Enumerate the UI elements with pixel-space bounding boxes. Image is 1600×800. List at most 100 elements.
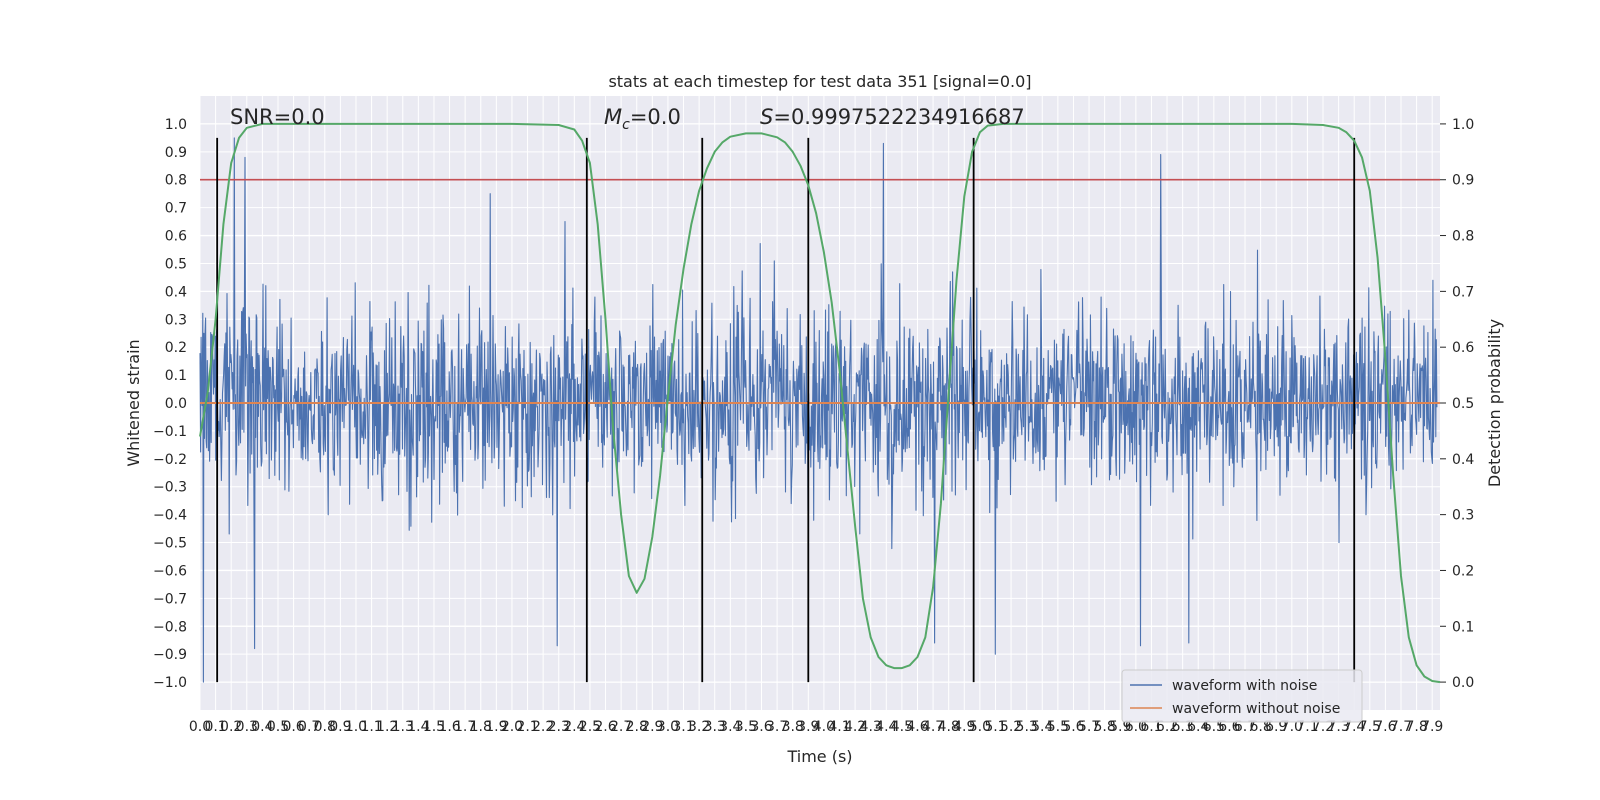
x-tick-label: 1.9	[485, 719, 507, 735]
x-tick-label: 7.1	[1296, 719, 1318, 735]
y-tick-label: −0.3	[153, 480, 187, 496]
y-tick-label: 0.1	[165, 368, 187, 384]
x-tick-label: 5.6	[1062, 719, 1084, 735]
x-tick-label: 2.3	[548, 719, 570, 735]
y2-tick-label: 0.4	[1452, 452, 1474, 468]
axes: 0.00.10.20.30.40.50.60.70.80.91.01.11.21…	[153, 117, 1474, 735]
detection-probability-line	[199, 122, 1441, 684]
legend-label-noisy: waveform with noise	[1172, 678, 1317, 694]
x-tick-label: 0.0	[189, 719, 211, 735]
x-tick-label: 7.2	[1312, 719, 1334, 735]
y2-tick-label: 0.5	[1452, 396, 1474, 412]
x-tick-label: 2.5	[579, 719, 601, 735]
x-tick-label: 2.6	[594, 719, 616, 735]
y-tick-label: 0.8	[165, 173, 187, 189]
y2-tick-label: 0.9	[1452, 173, 1474, 189]
x-tick-label: 6.8	[1249, 719, 1271, 735]
y-tick-label: 0.2	[165, 340, 187, 356]
x-tick-label: 1.7	[454, 719, 476, 735]
x-tick-label: 6.5	[1203, 719, 1225, 735]
y2-tick-label: 0.6	[1452, 340, 1474, 356]
y2-tick-label: 0.8	[1452, 229, 1474, 245]
y-tick-label: −0.9	[153, 647, 187, 663]
y-tick-label: 0.7	[165, 201, 187, 217]
chirp-mass-value: =0.0	[630, 105, 681, 129]
y-tick-label: −0.6	[153, 563, 187, 579]
x-tick-label: 3.9	[797, 719, 819, 735]
x-tick-label: 6.7	[1234, 719, 1256, 735]
y-tick-label: 0.3	[165, 312, 187, 328]
x-tick-label: 4.8	[938, 719, 960, 735]
y-axis-label: Whitened strain	[124, 339, 143, 466]
x-tick-label: 4.2	[844, 719, 866, 735]
x-tick-label: 6.6	[1218, 719, 1240, 735]
x-axis-label: Time (s)	[786, 747, 852, 766]
x-tick-label: 4.0	[813, 719, 835, 735]
y2-tick-label: 0.0	[1452, 675, 1474, 691]
x-tick-label: 6.3	[1172, 719, 1194, 735]
y2-tick-label: 0.3	[1452, 508, 1474, 524]
x-tick-label: 7.3	[1327, 719, 1349, 735]
x-tick-label: 7.5	[1359, 719, 1381, 735]
x-tick-label: 5.1	[984, 719, 1006, 735]
noise-trace	[199, 137, 1438, 683]
legend-label-clean: waveform without noise	[1172, 701, 1340, 717]
x-tick-label: 1.4	[407, 719, 429, 735]
chirp-mass-symbol: M	[604, 105, 622, 129]
y-tick-label: −0.1	[153, 424, 187, 440]
s-annotation: S=0.9997522234916687	[760, 105, 1025, 129]
x-tick-label: 4.4	[875, 719, 897, 735]
x-tick-label: 4.7	[922, 719, 944, 735]
x-tick-label: 0.4	[251, 719, 273, 735]
x-tick-label: 2.4	[563, 719, 585, 735]
x-tick-label: 4.1	[828, 719, 850, 735]
x-tick-label: 5.5	[1047, 719, 1069, 735]
chirp-mass-subscript: c	[622, 117, 630, 133]
x-tick-label: 5.8	[1094, 719, 1116, 735]
chirp-mass-annotation: Mc=0.0	[604, 105, 681, 133]
y-tick-label: 0.9	[165, 145, 187, 161]
x-tick-label: 0.1	[204, 719, 226, 735]
x-tick-label: 4.3	[860, 719, 882, 735]
x-tick-label: 1.6	[438, 719, 460, 735]
x-tick-label: 6.1	[1140, 719, 1162, 735]
series-lines	[199, 122, 1441, 684]
legend-box	[1121, 669, 1363, 723]
legend: waveform with noise waveform without noi…	[1121, 669, 1363, 723]
y2-tick-label: 1.0	[1452, 117, 1474, 133]
x-tick-label: 4.6	[906, 719, 928, 735]
y-tick-label: 0.5	[165, 256, 187, 272]
x-tick-label: 0.8	[314, 719, 336, 735]
x-tick-label: 3.3	[704, 719, 726, 735]
x-tick-label: 2.8	[626, 719, 648, 735]
x-tick-label: 7.0	[1281, 719, 1303, 735]
chart-title: stats at each timestep for test data 351…	[608, 72, 1031, 91]
x-tick-label: 4.9	[953, 719, 975, 735]
y-tick-label: 0.4	[165, 284, 187, 300]
x-tick-label: 6.9	[1265, 719, 1287, 735]
y2-tick-label: 0.7	[1452, 284, 1474, 300]
x-tick-label: 5.4	[1031, 719, 1053, 735]
x-tick-label: 1.2	[376, 719, 398, 735]
x-tick-label: 2.7	[610, 719, 632, 735]
s-symbol: S	[760, 105, 773, 129]
y-tick-label: −0.7	[153, 591, 187, 607]
x-tick-label: 5.0	[969, 719, 991, 735]
noisy-waveform-line	[199, 137, 1438, 683]
x-tick-label: 7.9	[1421, 719, 1443, 735]
x-tick-label: 5.3	[1016, 719, 1038, 735]
s-value: =0.9997522234916687	[773, 105, 1024, 129]
x-tick-label: 0.6	[282, 719, 304, 735]
x-tick-label: 0.5	[267, 719, 289, 735]
x-tick-label: 3.7	[766, 719, 788, 735]
x-tick-label: 3.5	[735, 719, 757, 735]
x-tick-label: 7.8	[1405, 719, 1427, 735]
x-tick-label: 2.9	[641, 719, 663, 735]
x-tick-label: 3.2	[688, 719, 710, 735]
x-tick-label: 3.1	[672, 719, 694, 735]
x-tick-label: 1.3	[392, 719, 414, 735]
x-tick-label: 6.0	[1125, 719, 1147, 735]
x-tick-label: 1.0	[345, 719, 367, 735]
snr-annotation: SNR=0.0	[230, 105, 325, 129]
